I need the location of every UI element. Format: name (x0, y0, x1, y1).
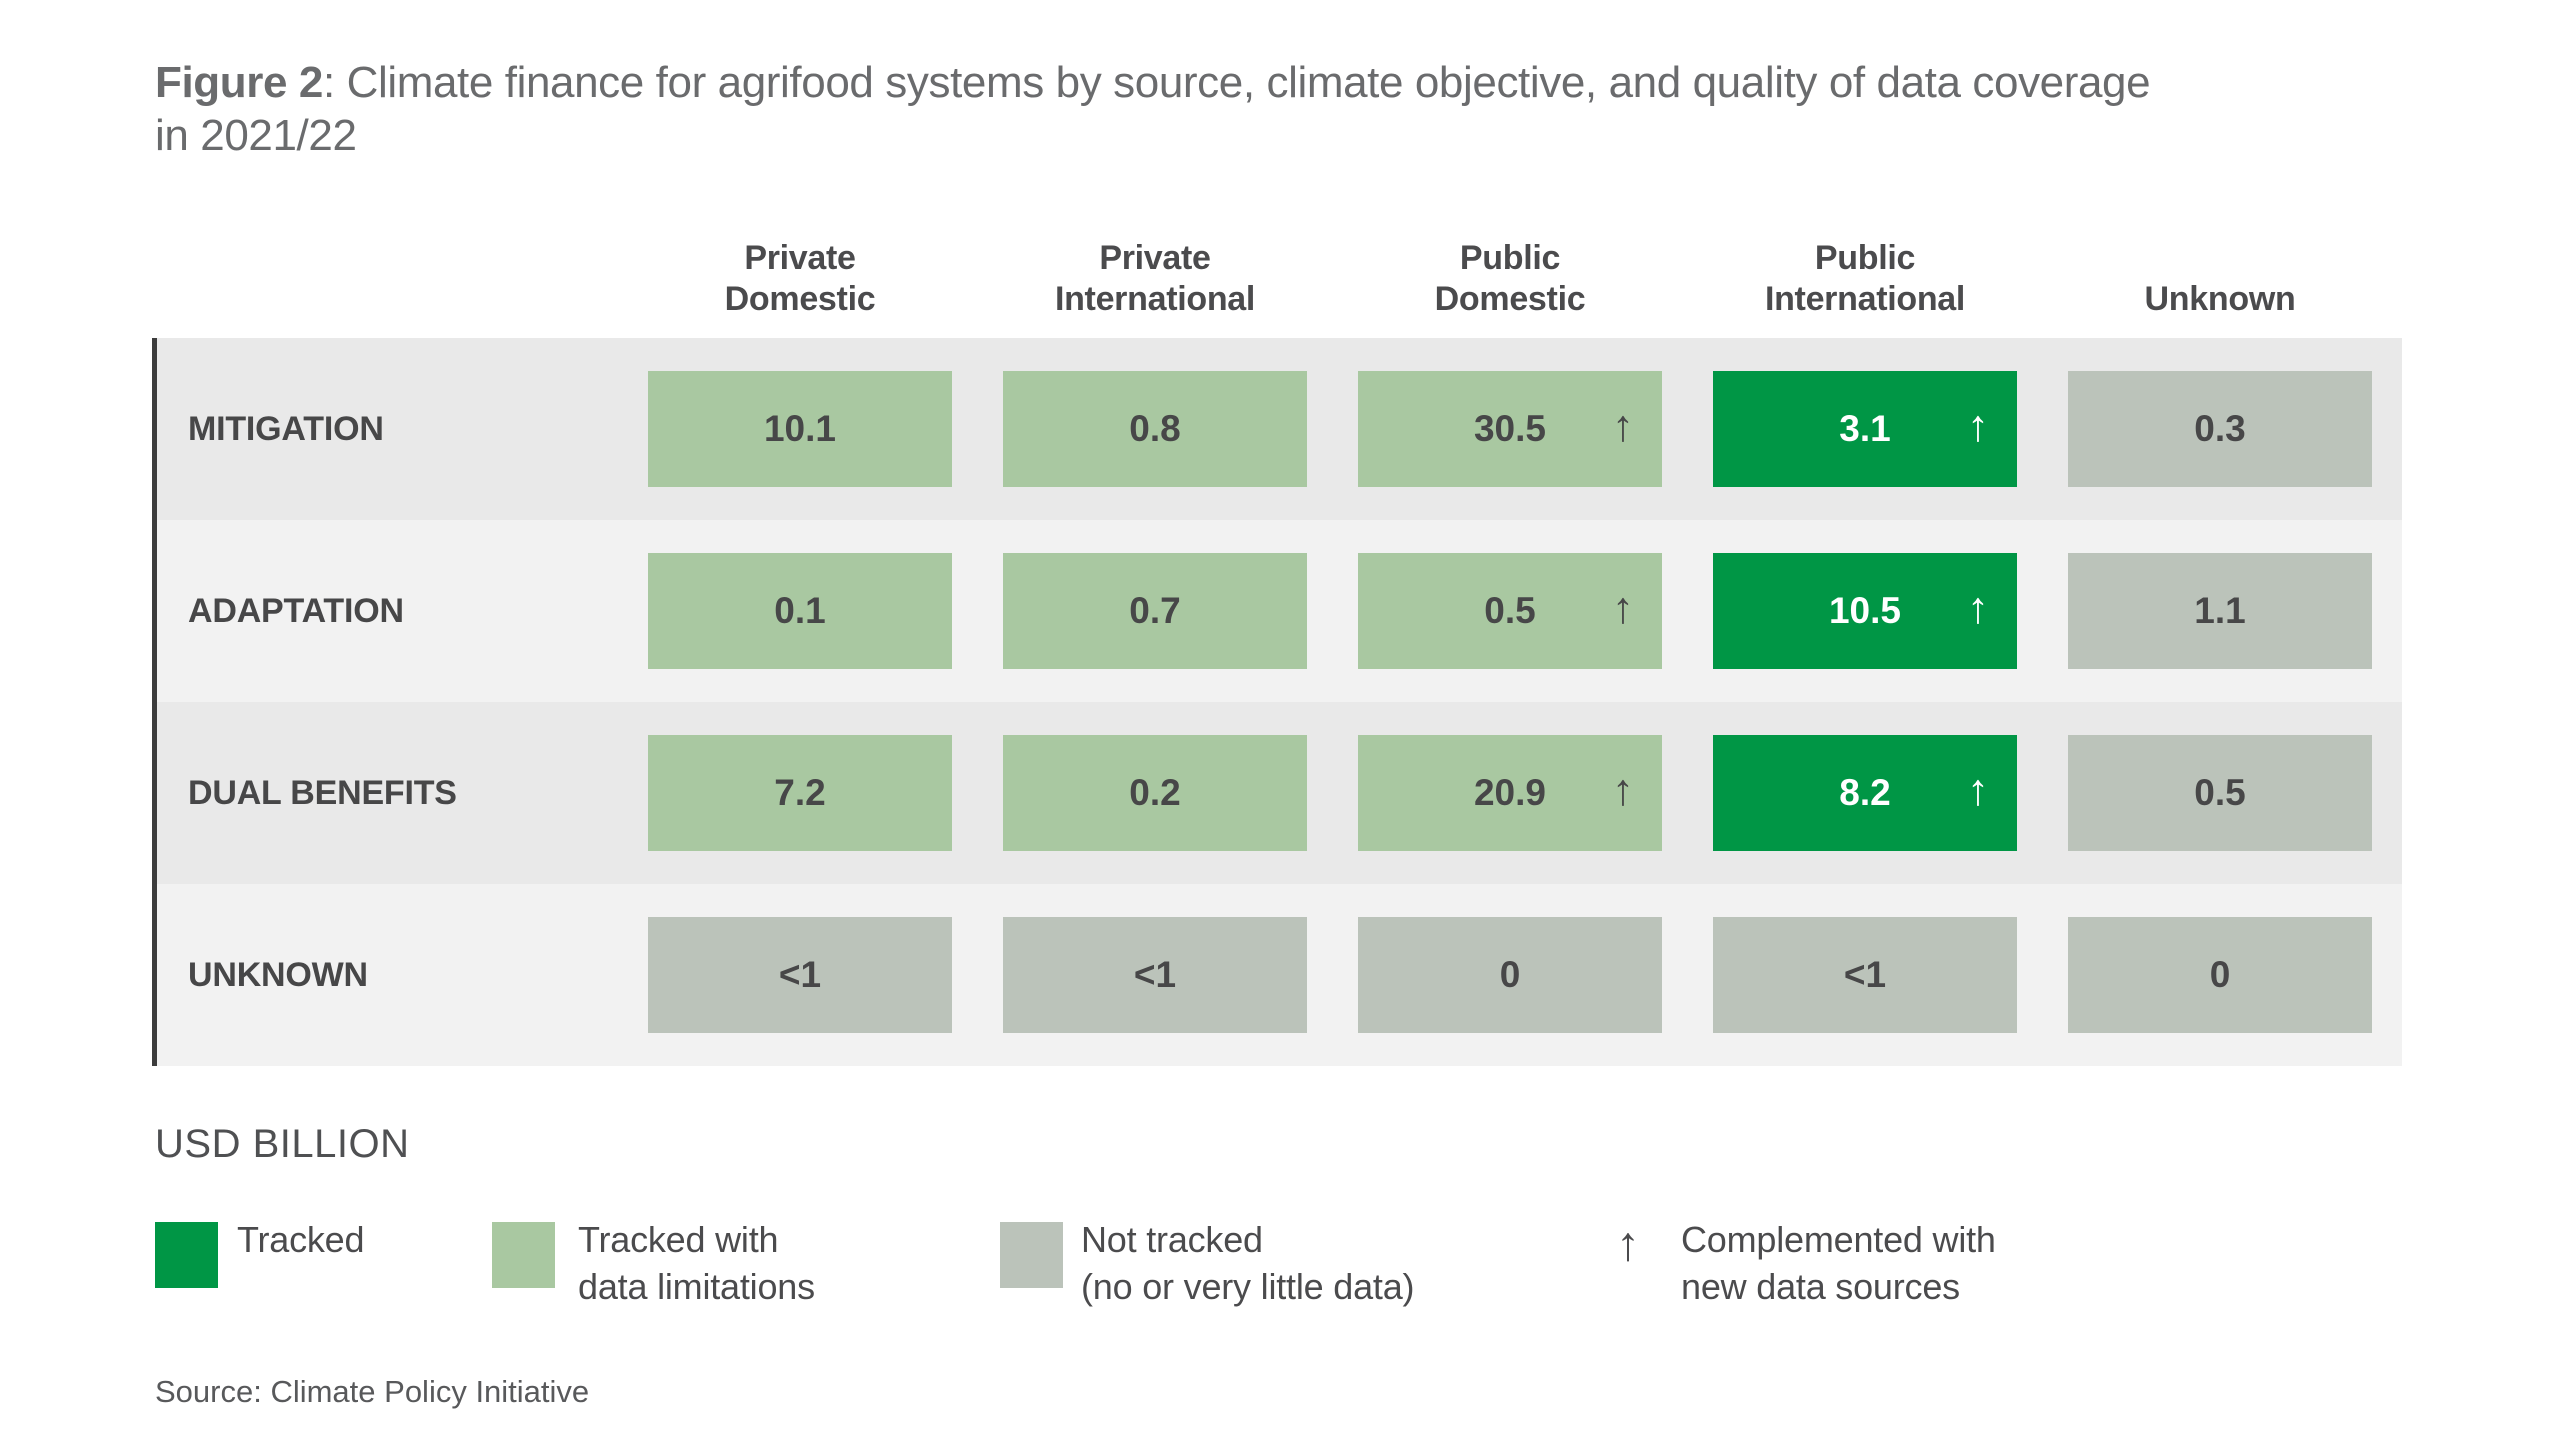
column-header-private-domestic: Private Domestic (724, 239, 876, 318)
row-label-mitigation: MITIGATION (188, 409, 384, 448)
axis-line (152, 338, 157, 1066)
up-arrow-icon: ↑ (1612, 401, 1634, 451)
cell-mitigation-unknown: 0.3 (2068, 371, 2372, 487)
figure-title: Figure 2: Climate finance for agrifood s… (155, 56, 2455, 162)
legend-label-tracked-with-limitations: Tracked with data limitations (578, 1219, 815, 1307)
cell-mitigation-public-domestic: 30.5 ↑ (1358, 371, 1662, 487)
cell-dual-benefits-public-domestic: 20.9 ↑ (1358, 735, 1662, 851)
column-header-public-international: Public International (1764, 239, 1966, 318)
cell-dual-benefits-unknown: 0.5 (2068, 735, 2372, 851)
up-arrow-icon: ↑ (1612, 583, 1634, 633)
legend-swatch-tracked-with-limitations (492, 1222, 555, 1288)
cell-dual-benefits-private-domestic: 7.2 (648, 735, 952, 851)
cell-mitigation-private-international: 0.8 (1003, 371, 1307, 487)
row-mitigation: MITIGATION 10.1 0.8 30.5 ↑ 3.1 ↑ 0.3 (152, 338, 2402, 520)
column-header-unknown: Unknown (2144, 280, 2296, 318)
legend-label-new-data-sources: Complemented with new data sources (1681, 1219, 1996, 1307)
cell-adaptation-private-domestic: 0.1 (648, 553, 952, 669)
up-arrow-icon: ↑ (1967, 401, 1989, 451)
cell-adaptation-unknown: 1.1 (2068, 553, 2372, 669)
legend-swatch-tracked (155, 1222, 218, 1288)
legend-label-not-tracked: Not tracked (no or very little data) (1081, 1219, 1415, 1307)
row-dual-benefits: DUAL BENEFITS 7.2 0.2 20.9 ↑ 8.2 ↑ 0.5 (152, 702, 2402, 884)
row-label-dual-benefits: DUAL BENEFITS (188, 773, 457, 812)
up-arrow-icon: ↑ (1967, 583, 1989, 633)
cell-dual-benefits-public-international: 8.2 ↑ (1713, 735, 2017, 851)
cell-mitigation-private-domestic: 10.1 (648, 371, 952, 487)
data-matrix: MITIGATION 10.1 0.8 30.5 ↑ 3.1 ↑ 0.3 ADAPT… (152, 338, 2402, 1066)
cell-adaptation-public-international: 10.5 ↑ (1713, 553, 2017, 669)
row-label-unknown: UNKNOWN (188, 955, 368, 994)
cell-mitigation-public-international: 3.1 ↑ (1713, 371, 2017, 487)
row-label-adaptation: ADAPTATION (188, 591, 404, 630)
cell-adaptation-private-international: 0.7 (1003, 553, 1307, 669)
legend-swatch-not-tracked (1000, 1222, 1063, 1288)
figure-number: Figure 2 (155, 58, 323, 107)
figure-title-line2: in 2021/22 (155, 111, 357, 160)
cell-unknown-public-international: <1 (1713, 917, 2017, 1033)
cell-unknown-private-domestic: <1 (648, 917, 952, 1033)
row-adaptation: ADAPTATION 0.1 0.7 0.5 ↑ 10.5 ↑ 1.1 (152, 520, 2402, 702)
unit-label: USD BILLION (155, 1122, 410, 1166)
up-arrow-icon: ↑ (1967, 765, 1989, 815)
up-arrow-icon: ↑ (1612, 765, 1634, 815)
source-note: Source: Climate Policy Initiative (155, 1374, 590, 1409)
cell-adaptation-public-domestic: 0.5 ↑ (1358, 553, 1662, 669)
legend-label-tracked: Tracked (237, 1219, 365, 1260)
column-header-public-domestic: Public Domestic (1434, 239, 1586, 318)
row-unknown: UNKNOWN <1 <1 0 <1 0 (152, 884, 2402, 1066)
figure-title-text: : Climate finance for agrifood systems b… (322, 58, 2151, 107)
cell-dual-benefits-private-international: 0.2 (1003, 735, 1307, 851)
column-header-private-international: Private International (1054, 239, 1256, 318)
cell-unknown-unknown: 0 (2068, 917, 2372, 1033)
up-arrow-icon: ↑ (1616, 1218, 1640, 1271)
cell-unknown-public-domestic: 0 (1358, 917, 1662, 1033)
cell-unknown-private-international: <1 (1003, 917, 1307, 1033)
